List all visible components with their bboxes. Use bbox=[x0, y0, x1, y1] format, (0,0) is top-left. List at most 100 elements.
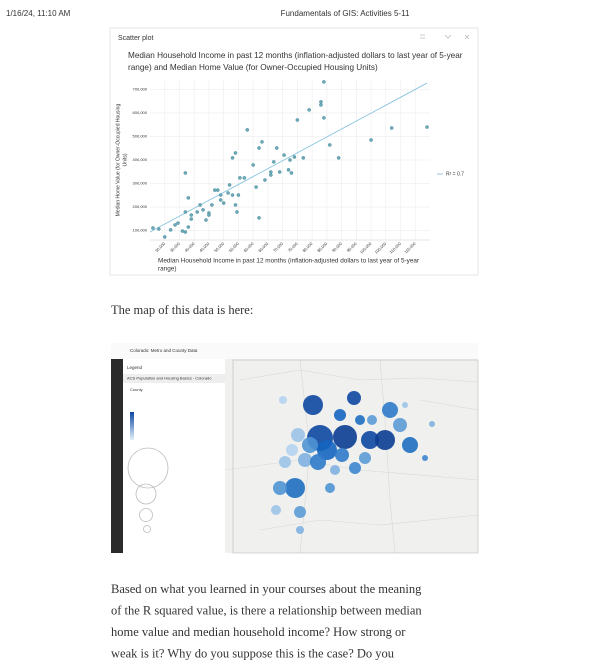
chart-title: range) and Median Home Value (for Owner-… bbox=[128, 63, 378, 72]
point bbox=[282, 153, 286, 157]
x-axis-label: Median Household Income in past 12 month… bbox=[158, 258, 420, 265]
state-outline bbox=[232, 359, 479, 554]
point bbox=[327, 143, 332, 147]
point bbox=[218, 198, 223, 202]
map-symbol bbox=[330, 465, 340, 475]
print-date: 1/16/24, 11:10 AM bbox=[6, 9, 71, 18]
point bbox=[189, 213, 194, 217]
point bbox=[319, 100, 323, 104]
point bbox=[236, 193, 241, 197]
legend-title: Legend bbox=[127, 365, 143, 370]
map-symbol bbox=[422, 455, 428, 461]
point bbox=[201, 208, 205, 212]
panel-title: Scatter plot bbox=[118, 35, 153, 42]
panel-icons bbox=[420, 34, 470, 40]
map-symbol bbox=[349, 462, 361, 474]
map-symbols bbox=[271, 391, 435, 534]
point bbox=[157, 227, 161, 231]
point bbox=[235, 210, 239, 214]
map-symbol bbox=[361, 431, 379, 449]
map-symbol bbox=[335, 448, 349, 462]
map-symbol bbox=[393, 418, 407, 432]
layer-bar bbox=[123, 374, 225, 383]
point bbox=[213, 188, 217, 192]
map-symbol bbox=[302, 437, 318, 453]
point bbox=[183, 171, 188, 175]
color-ramp bbox=[130, 412, 134, 440]
point bbox=[238, 176, 242, 180]
point bbox=[198, 203, 202, 207]
app-header bbox=[111, 343, 478, 359]
map-symbol bbox=[286, 444, 298, 456]
point bbox=[274, 146, 279, 150]
point bbox=[215, 188, 220, 192]
layer-name: ACS Population and Housing Basics - Colo… bbox=[127, 376, 212, 381]
point bbox=[271, 160, 276, 164]
map-screenshot: Colorado: Metro and County Data Legend A… bbox=[111, 343, 479, 554]
point bbox=[189, 217, 194, 221]
map-symbol bbox=[296, 526, 304, 534]
point bbox=[176, 221, 180, 225]
map-symbol bbox=[291, 428, 305, 442]
point bbox=[227, 183, 232, 187]
map-symbol bbox=[279, 456, 291, 468]
point bbox=[251, 163, 255, 167]
point bbox=[292, 155, 297, 159]
point bbox=[289, 171, 294, 175]
point bbox=[336, 156, 341, 160]
map-symbol bbox=[294, 506, 306, 518]
paragraph-line: home value and median household income? … bbox=[111, 625, 406, 639]
point bbox=[186, 225, 191, 229]
map-symbol bbox=[382, 402, 398, 418]
point bbox=[233, 151, 238, 155]
y-tick-label: 600,000 bbox=[133, 110, 148, 115]
x-axis-label: range) bbox=[158, 266, 176, 273]
point bbox=[230, 193, 235, 197]
point bbox=[307, 108, 311, 112]
legend-panel bbox=[123, 359, 225, 553]
map-symbol bbox=[271, 505, 281, 515]
y-axis-label: Median Home Value (for Owner-Occupied Ho… bbox=[115, 104, 121, 217]
map-symbol bbox=[273, 481, 287, 495]
point bbox=[221, 201, 226, 205]
paragraph-line: weak is it? Why do you suppose this is t… bbox=[111, 646, 395, 660]
point bbox=[269, 170, 273, 174]
point bbox=[295, 118, 300, 122]
point bbox=[257, 146, 261, 150]
y-tick-label: 700,000 bbox=[133, 86, 148, 91]
map-symbol bbox=[355, 415, 365, 425]
point bbox=[151, 226, 155, 230]
trend-line bbox=[149, 82, 428, 233]
question: Based on what you learned in your course… bbox=[111, 582, 422, 660]
point bbox=[286, 168, 291, 172]
point bbox=[277, 170, 282, 174]
point bbox=[301, 156, 306, 160]
point bbox=[369, 138, 373, 142]
point bbox=[233, 203, 238, 207]
chart-card bbox=[109, 27, 479, 276]
chart-title: Median Household Income in past 12 month… bbox=[128, 51, 463, 60]
point bbox=[242, 176, 247, 180]
map-symbol bbox=[347, 391, 361, 405]
map-symbol bbox=[359, 452, 371, 464]
point bbox=[186, 196, 191, 200]
y-axis-label: Units) bbox=[122, 153, 128, 166]
y-tick-label: 400,000 bbox=[133, 157, 148, 162]
point bbox=[183, 230, 188, 234]
point bbox=[269, 173, 273, 177]
point bbox=[288, 158, 292, 162]
map-symbol bbox=[429, 421, 435, 427]
paragraph: The map of this data is here: bbox=[111, 303, 253, 317]
map-symbol bbox=[325, 483, 335, 493]
point bbox=[168, 228, 173, 232]
map-symbol bbox=[317, 440, 337, 460]
y-tick-label: 500,000 bbox=[133, 134, 148, 139]
point bbox=[254, 185, 258, 189]
point bbox=[389, 126, 394, 130]
y-tick-label: 300,000 bbox=[133, 181, 148, 186]
map-symbol bbox=[402, 437, 418, 453]
map-symbol bbox=[402, 402, 408, 408]
point bbox=[218, 193, 223, 197]
